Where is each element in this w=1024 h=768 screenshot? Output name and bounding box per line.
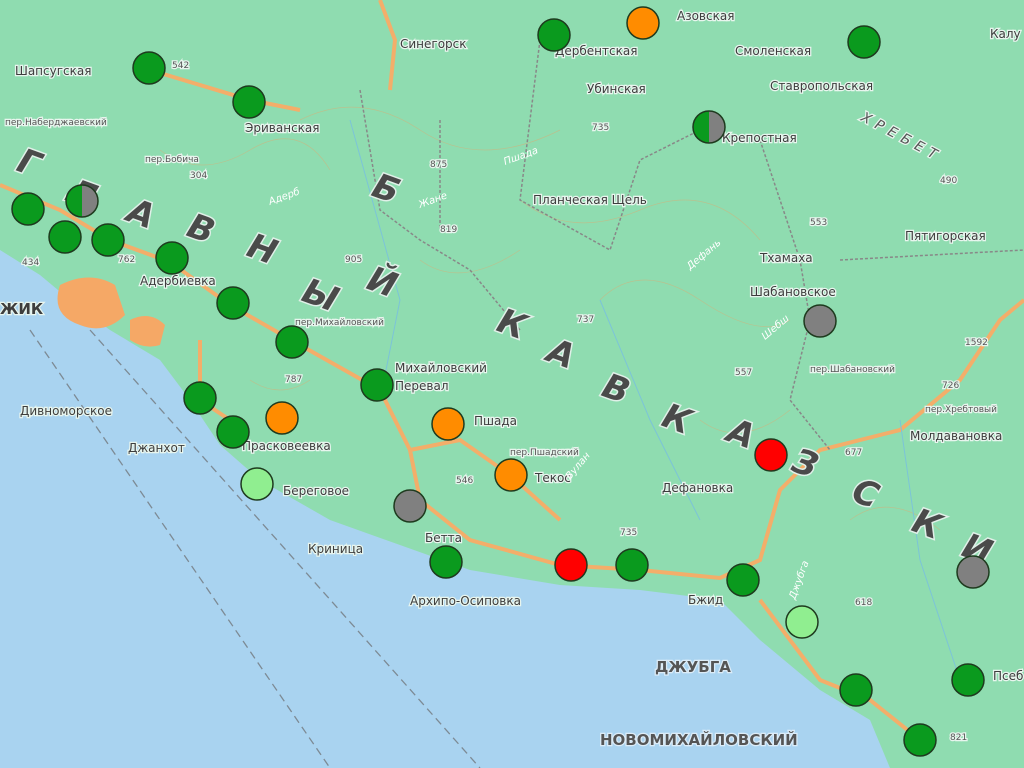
- place-label-azovskaya: Азовская: [677, 9, 734, 23]
- height-label: 304: [190, 171, 207, 181]
- place-label-erivanskaya: Эриванская: [245, 121, 319, 135]
- pass-label: пер.Михайловский: [295, 318, 384, 328]
- height-label: 762: [118, 255, 135, 265]
- station-marker-orange[interactable]: [494, 458, 528, 492]
- station-marker-red[interactable]: [754, 438, 788, 472]
- pass-label: пер.Шабановский: [810, 365, 895, 375]
- pass-label: пер.Наберджаевский: [5, 118, 107, 128]
- height-label: 735: [592, 123, 609, 133]
- height-label: 490: [940, 176, 957, 186]
- place-label-dzhanhot: Джанхот: [128, 441, 185, 455]
- contours: [159, 106, 941, 531]
- station-marker-orange[interactable]: [626, 6, 660, 40]
- station-marker-gray[interactable]: [956, 555, 990, 589]
- place-label-ubinskaya: Убинская: [587, 82, 646, 96]
- height-label: 905: [345, 255, 362, 265]
- station-marker-green[interactable]: [232, 85, 266, 119]
- height-label: 618: [855, 598, 872, 608]
- town-label-novomikhailovsky: НОВОМИХАЙЛОВСКИЙ: [600, 730, 798, 749]
- airport: [57, 277, 165, 347]
- station-marker-green[interactable]: [48, 220, 82, 254]
- height-label: 735: [620, 528, 637, 538]
- height-label: 821: [950, 733, 967, 743]
- place-label-tkhamakha: Тхамаха: [759, 251, 813, 265]
- station-marker-green[interactable]: [132, 51, 166, 85]
- height-label: 787: [285, 375, 302, 385]
- place-label-derbentskaya: Дербентская: [555, 44, 637, 58]
- station-marker-green[interactable]: [11, 192, 45, 226]
- place-label-kaluzhskaya: Калу: [990, 27, 1021, 41]
- height-label: 542: [172, 61, 189, 71]
- station-marker-gray[interactable]: [393, 489, 427, 523]
- height-label: 737: [577, 315, 594, 325]
- height-label: 553: [810, 218, 827, 228]
- station-marker-green[interactable]: [839, 673, 873, 707]
- place-label-arkhipo: Архипо-Осиповка: [410, 594, 521, 608]
- pass-label: пер.Хребтовый: [925, 405, 997, 415]
- station-marker-green[interactable]: [216, 415, 250, 449]
- station-marker-orange[interactable]: [431, 407, 465, 441]
- city-label-gelendzhik: ЖИК: [0, 300, 44, 318]
- place-label-bzhid: Бжид: [688, 593, 723, 607]
- rivers: [349, 119, 961, 681]
- station-marker-green[interactable]: [91, 223, 125, 257]
- place-label-defanovka: Дефановка: [662, 481, 733, 495]
- place-label-pshada: Пшада: [474, 414, 517, 428]
- place-label-tekos: Текос: [534, 471, 571, 485]
- place-label-planchesk: Планческая Щель: [533, 193, 647, 207]
- height-label: 677: [845, 448, 862, 458]
- station-marker-green[interactable]: [183, 381, 217, 415]
- station-marker-green[interactable]: [951, 663, 985, 697]
- place-label-krinitsa: Криница: [308, 542, 363, 556]
- station-marker-red[interactable]: [554, 548, 588, 582]
- height-label: 875: [430, 160, 447, 170]
- place-label-moldavanovka: Молдавановка: [910, 429, 1002, 443]
- height-label: 726: [942, 381, 959, 391]
- station-marker-green[interactable]: [537, 18, 571, 52]
- station-marker-green-gray[interactable]: [65, 184, 99, 218]
- sea: [0, 250, 890, 768]
- place-label-stavropolskaya: Ставропольская: [770, 79, 873, 93]
- place-label-beregovoe: Береговое: [283, 484, 349, 498]
- station-marker-green[interactable]: [429, 545, 463, 579]
- place-label-shabanovskoe: Шабановское: [750, 285, 836, 299]
- place-label-krepostnaya: Крепостная: [722, 131, 797, 145]
- height-label: 1592: [965, 338, 988, 348]
- station-marker-green[interactable]: [155, 241, 189, 275]
- station-marker-green[interactable]: [615, 548, 649, 582]
- station-marker-gray[interactable]: [803, 304, 837, 338]
- place-label-psebe: Псеб: [993, 669, 1023, 683]
- station-marker-orange[interactable]: [265, 401, 299, 435]
- place-label-shapsugskaya: Шапсугская: [15, 64, 91, 78]
- sea-boundary: [29, 329, 481, 768]
- place-label-smolenskaya: Смоленская: [735, 44, 811, 58]
- height-label: 434: [22, 258, 39, 268]
- station-marker-green[interactable]: [903, 723, 937, 757]
- place-label-betta: Бетта: [425, 531, 462, 545]
- height-label: 546: [456, 476, 473, 486]
- station-marker-green[interactable]: [275, 325, 309, 359]
- station-marker-green-gray[interactable]: [692, 110, 726, 144]
- place-label-praskoveevka: Прасковеевка: [242, 439, 331, 453]
- place-label-pereval: Перевал: [395, 379, 449, 393]
- height-label: 819: [440, 225, 457, 235]
- station-marker-green[interactable]: [847, 25, 881, 59]
- place-label-sinegorsk: Синегорск: [400, 37, 467, 51]
- town-label-dzhubga: ДЖУБГА: [655, 658, 731, 676]
- markers-layer: [11, 6, 990, 757]
- place-label-mikhailovsky: Михайловский: [395, 361, 487, 375]
- place-label-aderbievka: Адербиевка: [140, 274, 216, 288]
- pass-label: пер.Пшадский: [510, 448, 579, 458]
- place-label-divnomorskoe: Дивноморское: [20, 404, 112, 418]
- height-label: 557: [735, 368, 752, 378]
- station-marker-green[interactable]: [216, 286, 250, 320]
- station-marker-lightgreen[interactable]: [785, 605, 819, 639]
- station-marker-green[interactable]: [360, 368, 394, 402]
- station-marker-green[interactable]: [726, 563, 760, 597]
- place-label-pyatigorskaya: Пятигорская: [905, 229, 986, 243]
- range-letter: С: [847, 471, 884, 517]
- station-marker-lightgreen[interactable]: [240, 467, 274, 501]
- pass-label: пер.Бобича: [145, 155, 199, 165]
